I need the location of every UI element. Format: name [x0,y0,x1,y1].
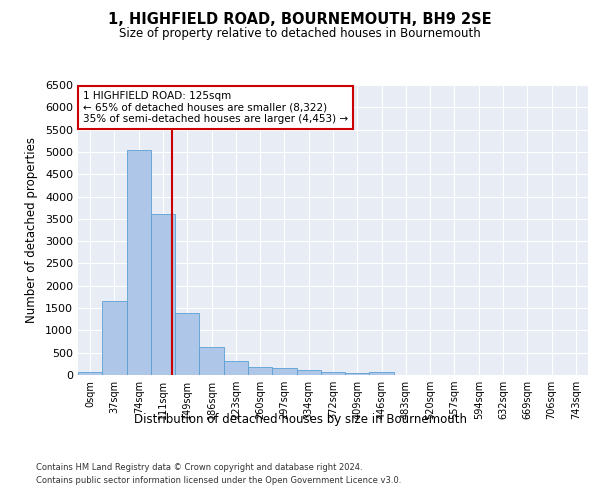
Bar [199,348,224,375]
Bar [272,368,296,375]
Y-axis label: Number of detached properties: Number of detached properties [25,137,38,323]
Bar [78,372,102,375]
Bar [296,370,321,375]
Text: 1, HIGHFIELD ROAD, BOURNEMOUTH, BH9 2SE: 1, HIGHFIELD ROAD, BOURNEMOUTH, BH9 2SE [108,12,492,28]
Text: Size of property relative to detached houses in Bournemouth: Size of property relative to detached ho… [119,28,481,40]
Bar [102,302,127,375]
Text: Contains HM Land Registry data © Crown copyright and database right 2024.: Contains HM Land Registry data © Crown c… [36,462,362,471]
Bar [224,361,248,375]
Text: 1 HIGHFIELD ROAD: 125sqm
← 65% of detached houses are smaller (8,322)
35% of sem: 1 HIGHFIELD ROAD: 125sqm ← 65% of detach… [83,91,348,124]
Bar [127,150,151,375]
Bar [321,372,345,375]
Text: Contains public sector information licensed under the Open Government Licence v3: Contains public sector information licen… [36,476,401,485]
Bar [345,372,370,375]
Bar [248,367,272,375]
Bar [151,214,175,375]
Text: Distribution of detached houses by size in Bournemouth: Distribution of detached houses by size … [133,412,467,426]
Bar [370,372,394,375]
Bar [175,312,199,375]
